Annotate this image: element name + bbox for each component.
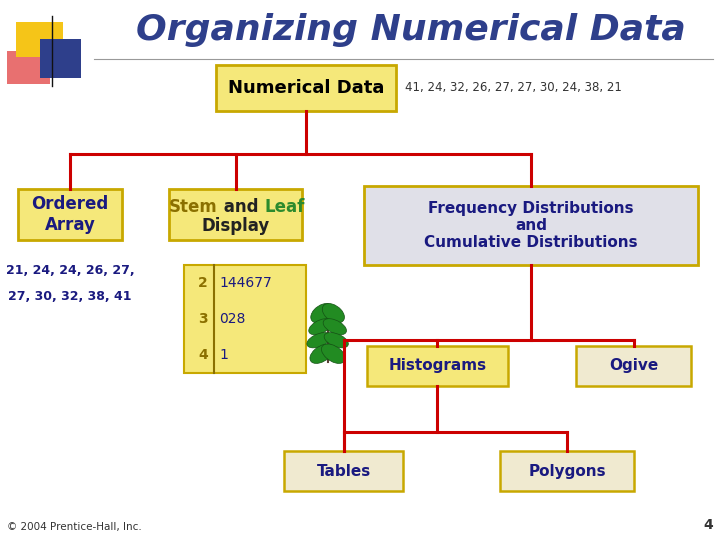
Text: 41, 24, 32, 26, 27, 27, 30, 24, 38, 21: 41, 24, 32, 26, 27, 27, 30, 24, 38, 21: [405, 81, 621, 94]
FancyBboxPatch shape: [216, 65, 396, 111]
Text: and: and: [217, 198, 264, 216]
FancyBboxPatch shape: [500, 451, 634, 491]
FancyBboxPatch shape: [184, 265, 306, 373]
Text: 27, 30, 32, 38, 41: 27, 30, 32, 38, 41: [9, 291, 132, 303]
Text: 4: 4: [703, 518, 713, 532]
Text: 3: 3: [199, 312, 208, 326]
FancyBboxPatch shape: [367, 346, 508, 386]
Text: 1: 1: [220, 348, 228, 362]
Text: Numerical Data: Numerical Data: [228, 79, 384, 97]
FancyBboxPatch shape: [364, 186, 698, 265]
Text: Display: Display: [202, 217, 270, 235]
Text: 2: 2: [198, 275, 208, 289]
Ellipse shape: [309, 319, 332, 335]
FancyBboxPatch shape: [284, 451, 403, 491]
Text: Tables: Tables: [317, 464, 371, 478]
Text: Histograms: Histograms: [388, 359, 487, 373]
Text: 028: 028: [220, 312, 246, 326]
Text: Stem: Stem: [169, 198, 217, 216]
Ellipse shape: [323, 303, 344, 323]
Text: Polygons: Polygons: [528, 464, 606, 478]
Bar: [40, 39, 81, 78]
Text: 21, 24, 24, 26, 27,: 21, 24, 24, 26, 27,: [6, 264, 135, 276]
Text: Leaf: Leaf: [265, 198, 305, 216]
Ellipse shape: [324, 333, 348, 348]
Text: Frequency Distributions
and
Cumulative Distributions: Frequency Distributions and Cumulative D…: [424, 200, 638, 251]
Bar: [16, 22, 63, 57]
Ellipse shape: [323, 319, 346, 335]
Text: © 2004 Prentice-Hall, Inc.: © 2004 Prentice-Hall, Inc.: [7, 522, 142, 532]
Text: 4: 4: [198, 348, 208, 362]
Text: Ogive: Ogive: [609, 359, 658, 373]
Bar: [7, 51, 50, 84]
Ellipse shape: [311, 303, 333, 323]
FancyBboxPatch shape: [169, 189, 302, 240]
Text: 144677: 144677: [220, 275, 272, 289]
Ellipse shape: [321, 344, 346, 363]
Text: Ordered
Array: Ordered Array: [32, 195, 109, 234]
FancyBboxPatch shape: [18, 189, 122, 240]
Ellipse shape: [310, 344, 334, 363]
Ellipse shape: [307, 333, 331, 348]
Text: Organizing Numerical Data: Organizing Numerical Data: [135, 13, 685, 46]
FancyBboxPatch shape: [576, 346, 691, 386]
